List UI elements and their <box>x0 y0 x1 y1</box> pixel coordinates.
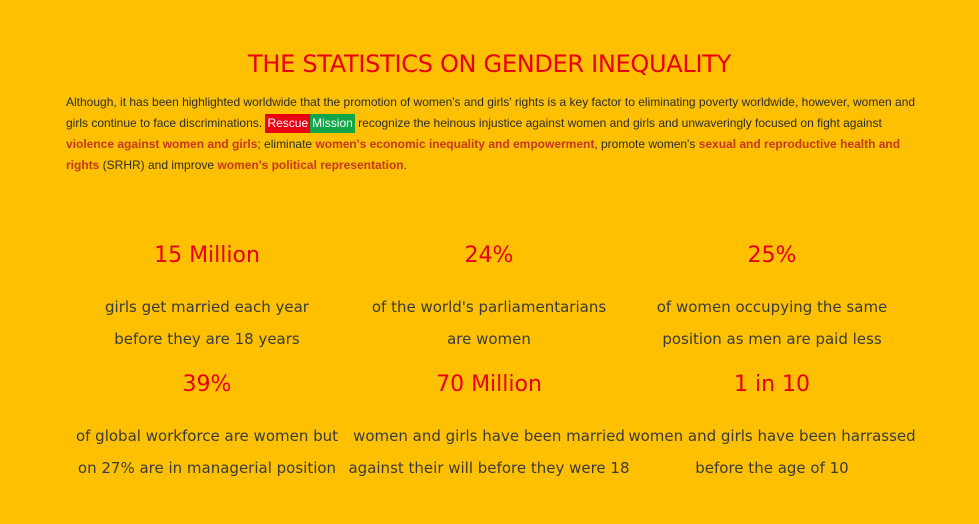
stat-line: of the world's parliamentarians <box>371 298 607 316</box>
stat-line: position as men are paid less <box>662 330 882 348</box>
stat-line: girls get married each year <box>105 298 309 316</box>
stat-line: before the age of 10 <box>695 459 849 477</box>
highlight-political: women's political representation <box>217 158 404 172</box>
highlight-violence: violence against women and girls <box>66 137 258 151</box>
page-title: THE STATISTICS ON GENDER INEQUALITY <box>248 50 731 78</box>
stat-line: women and girls have been married <box>353 427 625 445</box>
stat-line: women and girls have been harrassed <box>628 427 916 445</box>
stat-description: of global workforce are women but on 27%… <box>57 420 357 484</box>
intro-text: ; eliminate <box>257 137 316 151</box>
stat-description: girls get married each year before they … <box>57 291 357 355</box>
intro-text: , promote women's <box>594 137 699 151</box>
stat-description: women and girls have been married agains… <box>339 420 639 484</box>
stat-card: 24% of the world's parliamentarians are … <box>339 243 639 355</box>
stat-value: 15 Million <box>154 243 260 268</box>
intro-text: (SRHR) and improve <box>99 158 218 172</box>
highlight-srhr: sexual and reproductive health and right… <box>66 137 901 172</box>
stat-description: of the world's parliamentarians are wome… <box>339 291 639 355</box>
stat-value: 25% <box>747 243 797 268</box>
stat-line: before they are 18 years <box>114 330 300 348</box>
intro-text: Although, it has been highlighted worldw… <box>66 95 916 130</box>
intro-paragraph: Although, it has been highlighted worldw… <box>66 92 916 176</box>
stat-line: of women occupying the same <box>656 298 888 316</box>
stat-card: 25% of women occupying the same position… <box>622 243 922 355</box>
stat-description: of women occupying the same position as … <box>622 291 922 355</box>
intro-text: . <box>403 158 407 172</box>
stat-description: women and girls have been harrassed befo… <box>622 420 922 484</box>
mission-badge: Mission <box>310 114 355 133</box>
stat-line: against their will before they were 18 <box>348 459 630 477</box>
stat-line: are women <box>447 330 531 348</box>
stat-value: 1 in 10 <box>733 372 811 397</box>
stat-value: 70 Million <box>436 372 542 397</box>
stat-card: 1 in 10 women and girls have been harras… <box>622 372 922 484</box>
stat-line: on 27% are in managerial position <box>77 459 337 477</box>
stat-card: 39% of global workforce are women but on… <box>57 372 357 484</box>
highlight-economic: women's economic inequality and empowerm… <box>315 137 595 151</box>
rescue-badge: Rescue <box>265 114 311 133</box>
stat-value: 39% <box>182 372 232 397</box>
intro-text: recognize the heinous injustice against … <box>354 116 882 130</box>
stat-line: of global workforce are women but <box>75 427 339 445</box>
stat-card: 15 Million girls get married each year b… <box>57 243 357 355</box>
stat-value: 24% <box>464 243 514 268</box>
stat-card: 70 Million women and girls have been mar… <box>339 372 639 484</box>
